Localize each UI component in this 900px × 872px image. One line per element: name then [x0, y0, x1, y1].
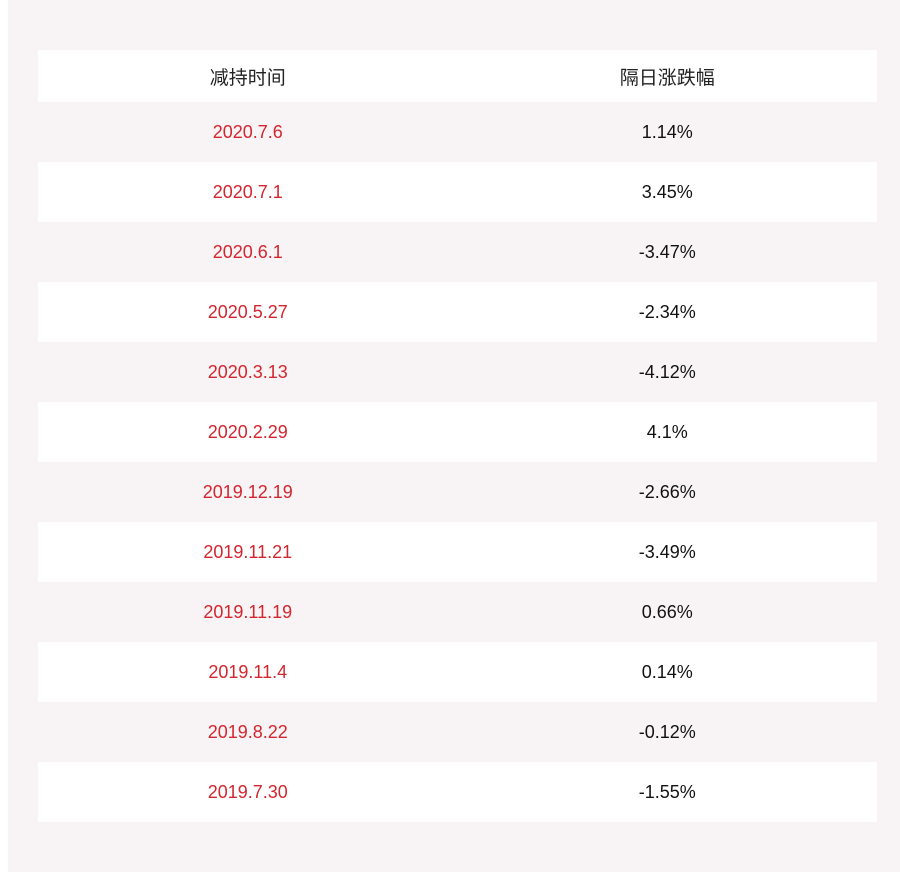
- next-day-change-cell: 3.45%: [641, 181, 693, 202]
- reduction-date-cell: 2019.8.22: [207, 721, 288, 742]
- reduction-date-cell: 2020.5.27: [207, 301, 288, 322]
- content-panel: 减持时间 隔日涨跌幅 2020.7.6 1.14% 2020.7.1 3.45% 202…: [8, 0, 900, 872]
- table-row: 2019.7.30 -1.55%: [38, 762, 877, 822]
- reduction-date-cell: 2019.11.4: [208, 661, 288, 682]
- next-day-change-cell: 0.14%: [641, 661, 693, 682]
- table-row: 2020.6.1 -3.47%: [38, 222, 877, 282]
- reduction-date-cell: 2020.7.6: [212, 121, 283, 142]
- table-row: 2019.8.22 -0.12%: [38, 702, 877, 762]
- next-day-change-cell: 0.66%: [641, 601, 693, 622]
- table-row: 2020.2.29 4.1%: [38, 402, 877, 462]
- table-row: 2020.7.1 3.45%: [38, 162, 877, 222]
- reduction-date-cell: 2020.2.29: [207, 421, 288, 442]
- table-row: 2019.11.19 0.66%: [38, 582, 877, 642]
- table-row: 2020.5.27 -2.34%: [38, 282, 877, 342]
- header-next-day-change: 隔日涨跌幅: [619, 66, 715, 89]
- next-day-change-cell: -3.47%: [638, 241, 696, 262]
- reduction-date-cell: 2020.7.1: [212, 181, 283, 202]
- next-day-change-cell: 1.14%: [641, 121, 693, 142]
- reduction-date-cell: 2020.3.13: [207, 361, 288, 382]
- next-day-change-cell: -0.12%: [638, 721, 696, 742]
- header-reduction-date: 减持时间: [209, 66, 286, 89]
- table-row: 2020.3.13 -4.12%: [38, 342, 877, 402]
- table-row: 2020.7.6 1.14%: [38, 102, 877, 162]
- reduction-date-cell: 2020.6.1: [212, 241, 283, 262]
- next-day-change-cell: -2.66%: [638, 481, 696, 502]
- reduction-date-cell: 2019.7.30: [207, 781, 288, 802]
- next-day-change-cell: -3.49%: [638, 541, 696, 562]
- reduction-date-cell: 2019.12.19: [202, 481, 293, 502]
- table-row: 2019.12.19 -2.66%: [38, 462, 877, 522]
- reduction-date-cell: 2019.11.21: [203, 541, 293, 562]
- data-table: 减持时间 隔日涨跌幅 2020.7.6 1.14% 2020.7.1 3.45% 202…: [38, 50, 877, 822]
- next-day-change-cell: -1.55%: [638, 781, 696, 802]
- table-header-row: 减持时间 隔日涨跌幅: [38, 50, 877, 102]
- table-body: 2020.7.6 1.14% 2020.7.1 3.45% 2020.6.1 -3.47%…: [38, 102, 877, 822]
- reduction-date-cell: 2019.11.19: [203, 601, 293, 622]
- table-row: 2019.11.21 -3.49%: [38, 522, 877, 582]
- next-day-change-cell: 4.1%: [646, 421, 688, 442]
- table-row: 2019.11.4 0.14%: [38, 642, 877, 702]
- next-day-change-cell: -2.34%: [638, 301, 696, 322]
- next-day-change-cell: -4.12%: [638, 361, 696, 382]
